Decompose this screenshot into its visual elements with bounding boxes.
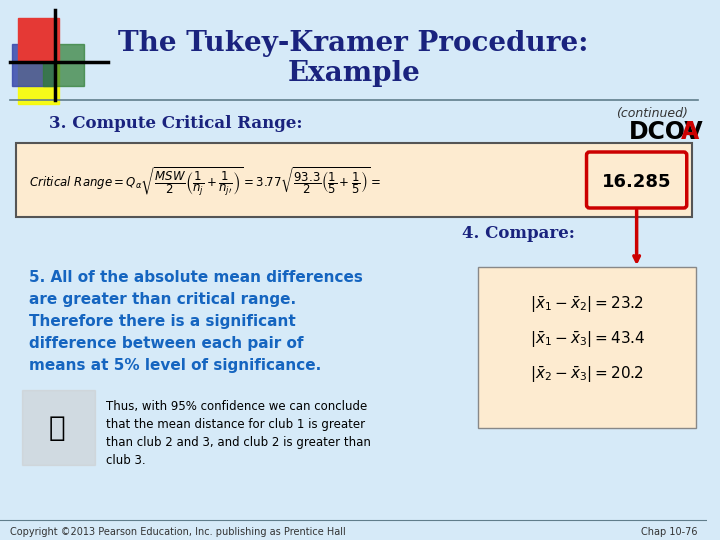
Text: that the mean distance for club 1 is greater: that the mean distance for club 1 is gre… <box>106 418 365 431</box>
Text: Therefore there is a significant: Therefore there is a significant <box>30 314 296 329</box>
FancyBboxPatch shape <box>16 143 692 217</box>
Bar <box>22 390 95 465</box>
Text: $|\bar{x}_2 - \bar{x}_3| = 20.2$: $|\bar{x}_2 - \bar{x}_3| = 20.2$ <box>531 365 644 385</box>
Text: club 3.: club 3. <box>106 454 145 467</box>
Text: The Tukey-Kramer Procedure:: The Tukey-Kramer Procedure: <box>119 30 589 57</box>
Bar <box>18 62 59 104</box>
Text: difference between each pair of: difference between each pair of <box>30 336 304 351</box>
Bar <box>18 18 59 60</box>
Text: are greater than critical range.: are greater than critical range. <box>30 292 297 307</box>
Text: 4. Compare:: 4. Compare: <box>462 225 575 242</box>
Bar <box>43 44 84 86</box>
Text: than club 2 and 3, and club 2 is greater than: than club 2 and 3, and club 2 is greater… <box>106 436 371 449</box>
Text: 🏌: 🏌 <box>49 414 66 442</box>
Text: Chap 10-76: Chap 10-76 <box>641 527 698 537</box>
Text: Example: Example <box>287 60 420 87</box>
Text: 5. All of the absolute mean differences: 5. All of the absolute mean differences <box>30 270 364 285</box>
Text: 16.285: 16.285 <box>602 173 671 191</box>
Text: $\mathit{Critical\ Range} = Q_\alpha\sqrt{\dfrac{MSW}{2}\left(\dfrac{1}{n_j}+\df: $\mathit{Critical\ Range} = Q_\alpha\sqr… <box>30 166 382 198</box>
Text: $|\bar{x}_1 - \bar{x}_2| = 23.2$: $|\bar{x}_1 - \bar{x}_2| = 23.2$ <box>531 295 644 315</box>
Text: Copyright ©2013 Pearson Education, Inc. publishing as Prentice Hall: Copyright ©2013 Pearson Education, Inc. … <box>10 527 346 537</box>
FancyBboxPatch shape <box>479 267 696 428</box>
Text: DCOV: DCOV <box>629 120 703 144</box>
Text: 3. Compute Critical Range:: 3. Compute Critical Range: <box>49 115 302 132</box>
Text: means at 5% level of significance.: means at 5% level of significance. <box>30 358 322 373</box>
Bar <box>12 44 53 86</box>
Text: A: A <box>681 120 699 144</box>
Text: $|\bar{x}_1 - \bar{x}_3| = 43.4$: $|\bar{x}_1 - \bar{x}_3| = 43.4$ <box>530 330 645 350</box>
Text: (continued): (continued) <box>616 107 688 120</box>
FancyBboxPatch shape <box>587 152 687 208</box>
Text: Thus, with 95% confidence we can conclude: Thus, with 95% confidence we can conclud… <box>106 400 367 413</box>
